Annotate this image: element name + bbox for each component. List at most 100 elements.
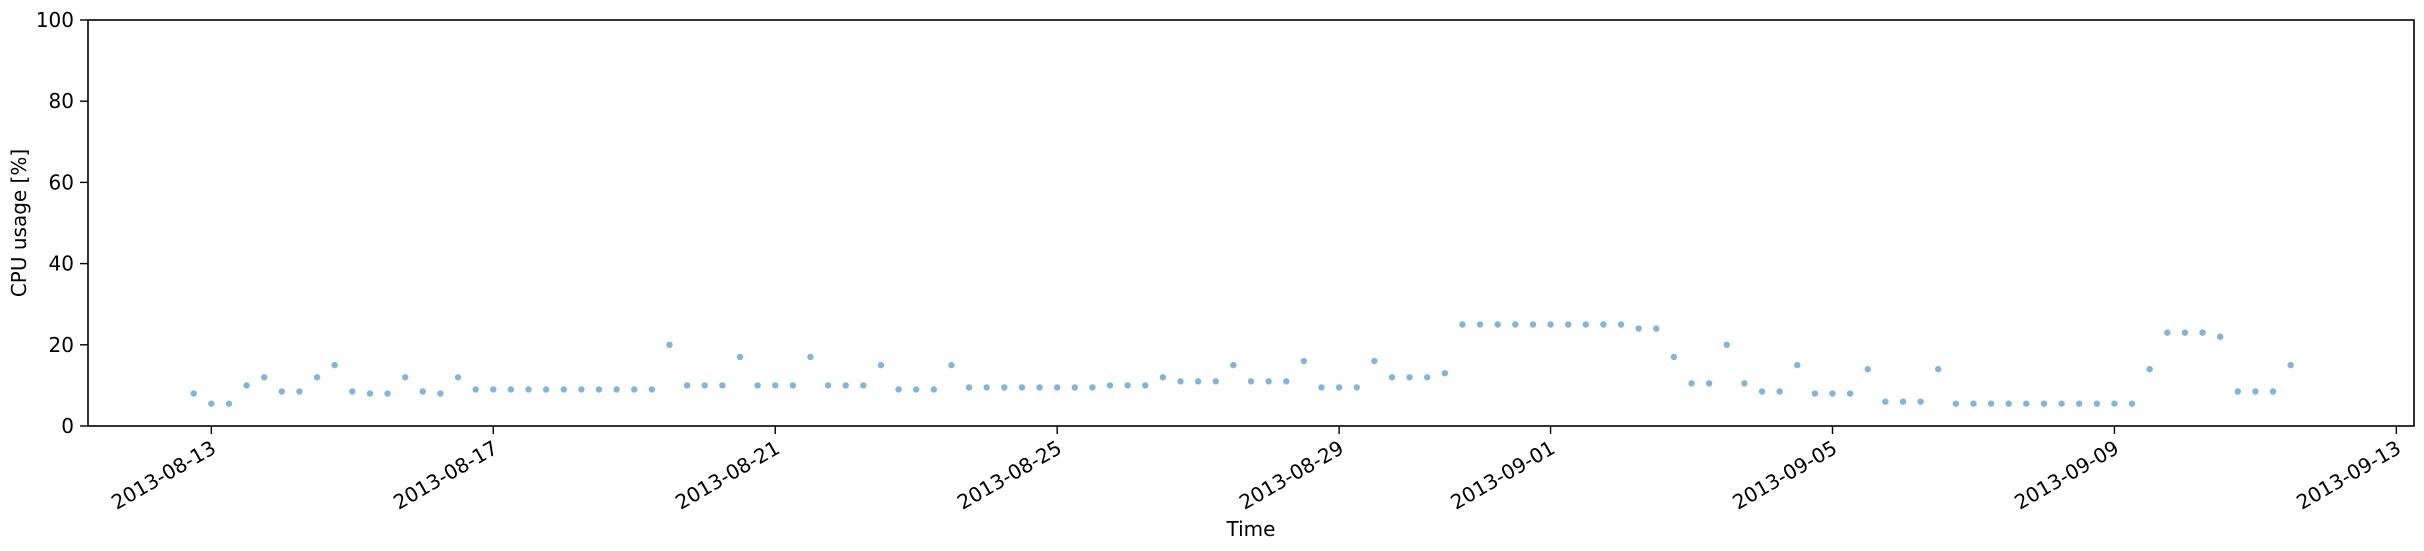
data-point	[296, 388, 303, 395]
data-point	[560, 386, 567, 393]
data-point	[1547, 321, 1554, 328]
data-point	[1089, 384, 1096, 391]
data-point	[1194, 378, 1202, 385]
data-point	[1283, 378, 1290, 385]
data-point	[331, 361, 338, 369]
data-point	[1952, 400, 1960, 407]
data-point	[1882, 398, 1889, 405]
data-point	[719, 382, 726, 389]
data-point	[1300, 357, 1308, 365]
data-point	[895, 386, 902, 393]
data-point	[1388, 374, 1396, 381]
data-point	[2181, 329, 2189, 336]
data-point	[701, 382, 708, 389]
data-point	[578, 386, 585, 393]
data-point	[490, 386, 497, 393]
data-point	[243, 382, 250, 389]
data-point	[1265, 378, 1272, 385]
data-point	[1899, 398, 1907, 405]
data-point	[542, 386, 550, 393]
data-point	[1512, 321, 1519, 328]
data-point	[930, 386, 938, 393]
data-point	[2252, 388, 2259, 395]
data-point	[666, 341, 673, 348]
data-point	[454, 374, 462, 381]
data-point	[807, 353, 814, 361]
data-point	[1705, 380, 1713, 387]
data-point	[2075, 400, 2083, 407]
data-point	[278, 388, 286, 395]
data-points	[190, 321, 2294, 407]
data-point	[2216, 333, 2224, 340]
data-point	[2005, 400, 2012, 407]
data-point	[419, 388, 427, 395]
data-point	[1617, 321, 1625, 328]
data-point	[648, 386, 656, 393]
data-point	[2058, 400, 2065, 407]
data-point	[2146, 365, 2153, 373]
data-point	[384, 390, 391, 397]
data-point	[2164, 329, 2171, 336]
data-point	[1106, 382, 1114, 389]
y-tick-label: 40	[49, 252, 74, 276]
data-point	[1776, 388, 1783, 395]
data-point	[1917, 398, 1924, 405]
y-axis-label: CPU usage [%]	[7, 149, 31, 297]
data-point	[1582, 321, 1590, 328]
data-point	[1124, 382, 1131, 389]
data-point	[1441, 370, 1449, 377]
data-point	[401, 374, 409, 381]
data-point	[208, 400, 215, 407]
data-point	[1247, 378, 1255, 385]
data-point	[225, 400, 233, 407]
y-axis: 0 20 40 60 80 100	[36, 8, 88, 438]
data-point	[261, 374, 268, 381]
data-point	[349, 388, 356, 395]
data-point	[1406, 374, 1413, 381]
data-point	[595, 386, 603, 393]
data-point	[2023, 400, 2030, 407]
y-tick-label: 0	[61, 414, 74, 438]
data-point	[1935, 365, 1942, 373]
data-point	[1564, 321, 1572, 328]
data-point	[1529, 321, 1537, 328]
data-point	[1794, 361, 1801, 369]
data-point	[789, 382, 797, 389]
data-point	[507, 386, 515, 393]
data-point	[1159, 374, 1167, 381]
data-point	[366, 390, 374, 397]
data-point	[1476, 321, 1484, 328]
data-point	[2234, 388, 2241, 395]
data-point	[1829, 390, 1836, 397]
data-point	[1670, 353, 1678, 361]
data-point	[1424, 374, 1431, 381]
data-point	[1018, 384, 1026, 391]
data-point	[2093, 400, 2101, 407]
data-point	[437, 390, 444, 397]
data-point	[948, 361, 955, 369]
data-point	[313, 374, 321, 381]
data-point	[1071, 384, 1078, 391]
data-point	[772, 382, 779, 389]
y-tick-label: 100	[36, 8, 74, 32]
data-point	[683, 382, 691, 389]
data-point	[2199, 329, 2206, 336]
data-point	[1494, 321, 1501, 328]
data-point	[824, 382, 832, 389]
plot-frame	[87, 19, 2415, 427]
data-point	[1036, 384, 1043, 391]
data-point	[1846, 390, 1854, 397]
data-point	[1212, 378, 1219, 385]
data-point	[1142, 382, 1149, 389]
y-tick-label: 20	[49, 333, 74, 357]
data-point	[1811, 390, 1819, 397]
data-point	[2111, 400, 2118, 407]
data-point	[965, 384, 973, 391]
data-point	[1318, 384, 1325, 391]
data-point	[1459, 321, 1466, 328]
data-point	[1723, 341, 1730, 348]
data-point	[2287, 361, 2294, 369]
data-point	[190, 390, 197, 397]
